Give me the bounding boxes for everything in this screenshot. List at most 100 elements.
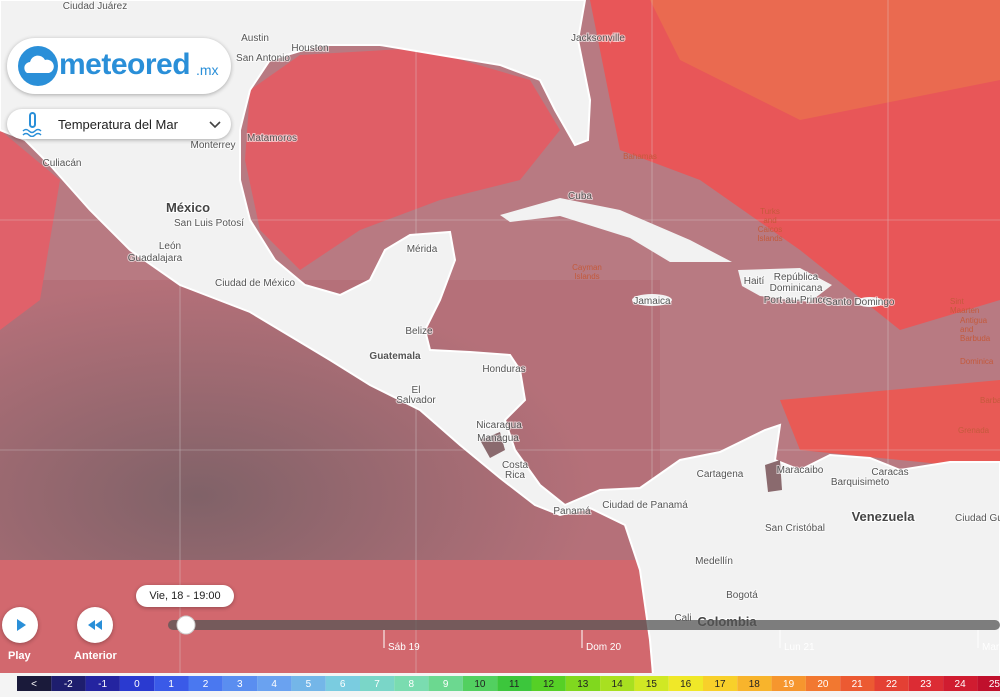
place: Barquisimeto: [831, 477, 890, 488]
place: San Antonio: [236, 53, 290, 64]
place: León: [159, 241, 181, 252]
day-label: Sáb 19: [388, 642, 420, 653]
place: Jamaica: [633, 296, 671, 307]
legend-swatch: [908, 676, 944, 691]
place: Islands: [757, 234, 782, 243]
place: Guadalajara: [128, 253, 183, 264]
legend-swatch: [805, 676, 841, 691]
legend-label: 20: [817, 679, 829, 690]
legend-swatch: [634, 676, 669, 691]
legend-swatch: [154, 676, 189, 691]
place: San Luis Potosí: [174, 218, 244, 229]
legend-swatch: [291, 676, 326, 691]
place: Caicos: [758, 225, 782, 234]
legend-swatch: [737, 676, 772, 691]
legend-swatch: [943, 676, 978, 691]
place: Sint: [950, 297, 965, 306]
legend-label: 18: [749, 679, 761, 690]
island-jamaica: [632, 294, 672, 306]
place: Maarten: [950, 306, 979, 315]
place-labels: Ciudad Juárez Austin Houston San Antonio…: [42, 0, 1000, 630]
lake-maracaibo: [765, 460, 782, 492]
place: Cartagena: [697, 469, 744, 480]
legend-label: 19: [783, 679, 795, 690]
logo[interactable]: meteored .mx: [7, 38, 231, 94]
current-time: Vie, 18 - 19:00: [136, 585, 234, 607]
place: Antigua: [960, 316, 988, 325]
legend-label: -1: [98, 679, 107, 690]
legend-swatch: [257, 676, 292, 691]
gulf: [245, 48, 560, 270]
place: Culiacán: [43, 158, 82, 169]
legend-label: 8: [409, 679, 415, 690]
island-puerto-rico: [856, 297, 884, 307]
place: Honduras: [482, 364, 525, 375]
place: Port-au-Prince: [764, 295, 829, 306]
place: Santo Domingo: [826, 297, 895, 308]
layer-icon: [22, 112, 42, 137]
place: Turks: [760, 207, 780, 216]
legend: < -2 -1 0 1 2 3 4 5 6 7 8 9 10 11 12 13 14 15 16 17 18 19 20 21 2…: [0, 673, 1000, 697]
play-button[interactable]: [2, 607, 38, 643]
legend-label: 25: [989, 679, 1000, 690]
legend-label: 22: [886, 679, 898, 690]
day-label: Mar: [982, 642, 1000, 653]
logo-suffix: .mx: [196, 62, 219, 78]
legend-label: 12: [543, 679, 555, 690]
legend-label: 23: [920, 679, 932, 690]
layer-selector[interactable]: Temperatura del Mar: [7, 109, 231, 139]
place: Grenada: [958, 426, 990, 435]
legend-swatch: [188, 676, 223, 691]
legend-label: <: [31, 679, 37, 690]
place: Matamoros: [247, 133, 297, 144]
place: Costa: [502, 460, 529, 471]
legend-label: 16: [680, 679, 692, 690]
previous-button[interactable]: [77, 607, 113, 643]
place: Belize: [405, 326, 433, 337]
sea-warm: [0, 130, 60, 330]
place: Managua: [477, 433, 519, 444]
place: Barbuda: [960, 334, 991, 343]
legend-swatch: [394, 676, 429, 691]
place: San Cristóbal: [765, 523, 825, 534]
legend-swatch: [668, 676, 703, 691]
legend-label: 24: [955, 679, 967, 690]
sea-warm: [780, 380, 1000, 470]
legend-swatch: [771, 676, 806, 691]
legend-label: 10: [474, 679, 486, 690]
legend-label: 4: [271, 679, 277, 690]
play-label: Play: [8, 650, 31, 662]
legend-label: 7: [374, 679, 380, 690]
logo-text: meteored: [59, 48, 191, 81]
legend-label: 5: [306, 679, 312, 690]
place: Nicaragua: [476, 420, 522, 431]
legend-swatch: [840, 676, 875, 691]
place: Ciudad Juárez: [63, 1, 127, 12]
place: Mérida: [407, 244, 438, 255]
island-cuba: [500, 198, 732, 262]
sea-hot: [650, 0, 1000, 120]
place: República: [774, 272, 819, 283]
legend-swatch: [51, 676, 86, 691]
day-label: Lun 21: [784, 642, 815, 653]
island-hispaniola: [738, 268, 832, 302]
timeline-thumb[interactable]: [176, 615, 196, 635]
legend-swatch: [428, 676, 463, 691]
legend-label: 15: [646, 679, 658, 690]
chevron: [209, 121, 221, 129]
legend-label: 1: [168, 679, 174, 690]
country: Guatemala: [369, 351, 421, 362]
place: Islands: [574, 272, 599, 281]
legend-label: 0: [134, 679, 140, 690]
place: and: [960, 325, 973, 334]
legend-label: 14: [612, 679, 624, 690]
legend-swatch: [565, 676, 601, 691]
timeline-track: [168, 620, 1000, 630]
legend-swatch: [703, 676, 738, 691]
legend-label: 6: [340, 679, 346, 690]
place: Panamá: [553, 506, 591, 517]
place: Ciudad de Panamá: [602, 500, 688, 511]
